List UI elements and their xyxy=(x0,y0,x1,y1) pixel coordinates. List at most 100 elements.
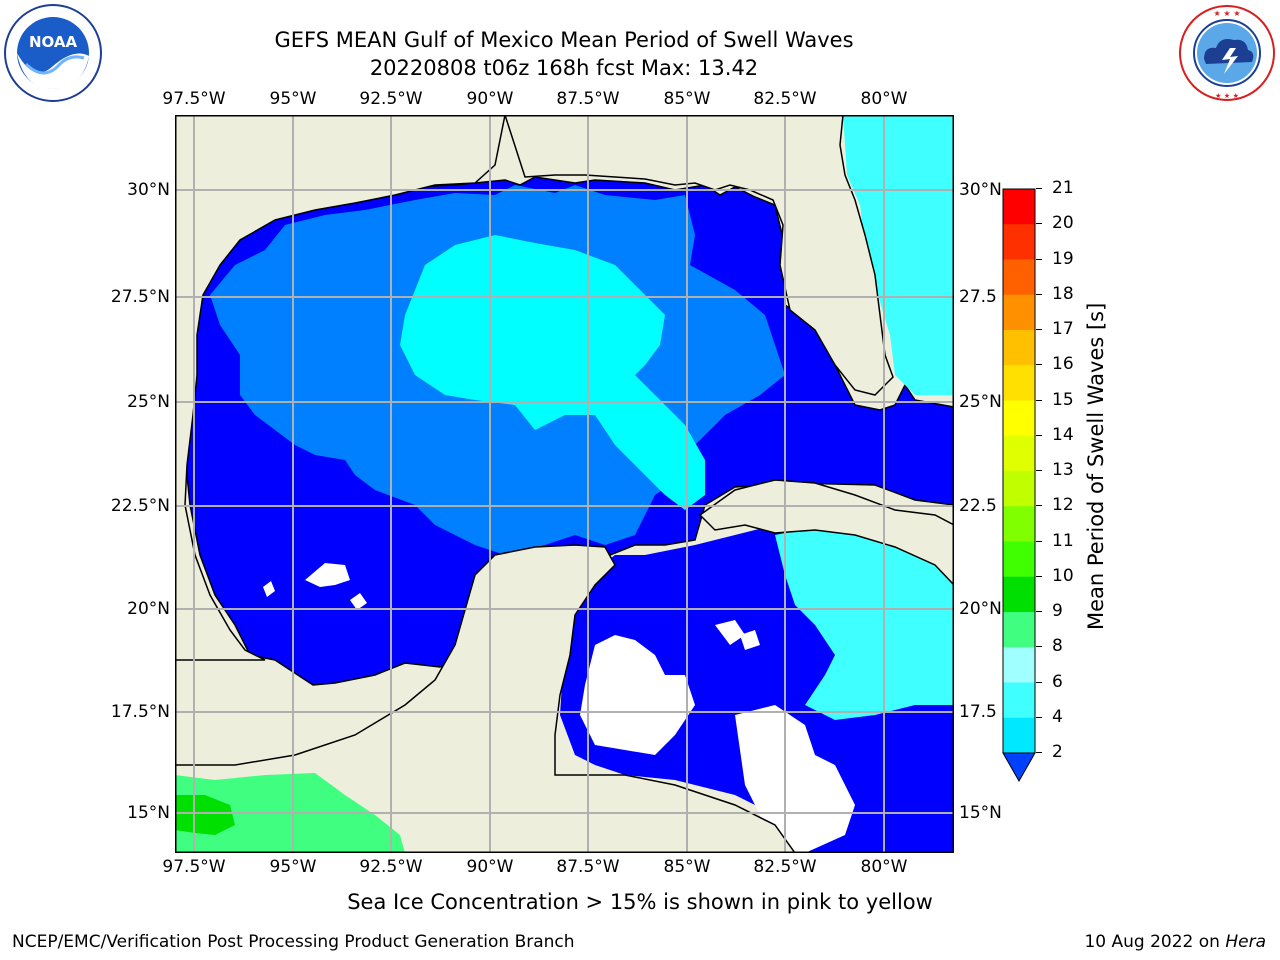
pacific-dark-green-zone xyxy=(175,795,235,835)
colorbar-tick-mark xyxy=(1036,540,1042,542)
colorbar-swatch xyxy=(1003,435,1035,472)
colorbar-tick-mark xyxy=(1036,752,1042,753)
lat-label: 17.5 xyxy=(959,702,997,722)
lon-label: 97.5°W xyxy=(162,89,226,109)
colorbar-tick-label: 13 xyxy=(1052,460,1074,480)
colorbar-tick-mark xyxy=(1036,329,1042,330)
colorbar-tick-label: 9 xyxy=(1052,601,1063,621)
colorbar-tick-label: 16 xyxy=(1052,354,1074,375)
colorbar-swatch xyxy=(1003,471,1035,507)
noaa-logo: NOAA xyxy=(4,4,102,102)
colorbar-tick-mark xyxy=(1036,505,1042,507)
map-title: GEFS MEAN Gulf of Mexico Mean Period of … xyxy=(274,28,854,52)
atlantic-cyan-zone xyxy=(843,115,954,395)
colorbar-swatch xyxy=(1003,330,1035,366)
colorbar-swatch xyxy=(1003,647,1035,683)
lat-label: 30°N xyxy=(959,180,1002,200)
no-data-patches xyxy=(263,563,855,853)
lon-label: 90°W xyxy=(466,89,514,109)
colorbar-swatch xyxy=(1003,365,1035,401)
colorbar-tick-mark xyxy=(1036,258,1042,260)
lat-label: 17.5°N xyxy=(110,702,170,722)
footer-date: 10 Aug 2022 on Hera xyxy=(1084,932,1266,952)
lat-label: 15°N xyxy=(959,803,1002,823)
colorbar-tick-label: 17 xyxy=(1052,319,1074,339)
colorbar-swatch xyxy=(1003,682,1035,719)
lon-label: 95°W xyxy=(269,857,317,877)
colorbar-tick-mark xyxy=(1036,188,1042,189)
colorbar-tick-mark xyxy=(1036,716,1042,718)
colorbar-swatch xyxy=(1003,224,1035,260)
lon-label: 85°W xyxy=(663,89,711,109)
colorbar-swatch xyxy=(1003,400,1035,437)
footer-branch: NCEP/EMC/Verification Post Processing Pr… xyxy=(12,932,575,952)
colorbar-tick-label: 6 xyxy=(1052,671,1063,692)
colorbar-swatch xyxy=(1003,576,1035,613)
colorbar-tick-label: 10 xyxy=(1052,565,1074,586)
graticule xyxy=(175,115,954,853)
colorbar-swatch xyxy=(1003,506,1035,542)
colorbar-tick-label: 11 xyxy=(1052,530,1074,551)
colorbar-tick-label: 12 xyxy=(1052,495,1074,516)
colorbar-swatches xyxy=(1002,188,1036,783)
lat-label: 22.5°N xyxy=(110,496,170,516)
colorbar-tick-mark xyxy=(1036,575,1042,577)
colorbar-tick-mark xyxy=(1036,399,1042,401)
mexico-west-coast xyxy=(174,114,506,661)
colorbar-tick-mark xyxy=(1036,223,1042,225)
lat-label: 20°N xyxy=(127,599,170,619)
lat-label: 27.5 xyxy=(959,287,997,307)
lon-label: 95°W xyxy=(269,89,317,109)
caribbean-cyan-zone xyxy=(775,525,954,720)
lat-label: 20°N xyxy=(959,599,1002,619)
colorbar-tick-label: 19 xyxy=(1052,248,1074,269)
lon-label: 87.5°W xyxy=(556,857,620,877)
lat-label: 22.5 xyxy=(959,496,997,516)
colorbar-tick-mark xyxy=(1036,470,1042,471)
lon-label: 80°W xyxy=(860,857,908,877)
lat-label: 25°N xyxy=(127,392,170,412)
lat-label: 25°N xyxy=(959,392,1002,412)
lat-label: 15°N xyxy=(127,803,170,823)
sea-ice-note: Sea Ice Concentration > 15% is shown in … xyxy=(347,890,933,914)
nws-logo: ★ ★ ★ ★ ★ ★ xyxy=(1178,4,1276,102)
lon-label: 87.5°W xyxy=(556,89,620,109)
colorbar-tick-mark xyxy=(1036,434,1042,436)
swell-period-map xyxy=(174,114,955,854)
colorbar-swatch xyxy=(1003,541,1035,578)
svg-text:★ ★ ★: ★ ★ ★ xyxy=(1213,9,1240,18)
colorbar-tick-label: 14 xyxy=(1052,424,1074,445)
lon-label: 80°W xyxy=(860,89,908,109)
colorbar-swatch xyxy=(1003,189,1035,225)
lon-label: 92.5°W xyxy=(359,89,423,109)
colorbar-swatch xyxy=(1003,612,1035,648)
noaa-logo-text: NOAA xyxy=(29,33,78,51)
colorbar-tick-mark xyxy=(1036,681,1042,683)
colorbar-swatch xyxy=(1003,294,1035,331)
lat-label: 27.5°N xyxy=(110,287,170,307)
lon-label: 90°W xyxy=(466,857,514,877)
lon-label: 92.5°W xyxy=(359,857,423,877)
colorbar-tick-label: 18 xyxy=(1052,283,1074,304)
yucatan-peninsula xyxy=(174,544,797,854)
colorbar-frame xyxy=(1002,188,1036,754)
map-panel xyxy=(174,114,955,854)
us-gulf-coast xyxy=(503,114,894,396)
colorbar-swatch xyxy=(1003,717,1035,754)
footer-host: Hera xyxy=(1225,932,1266,952)
lon-label: 82.5°W xyxy=(753,89,817,109)
footer-date-text: 10 Aug 2022 on xyxy=(1084,932,1226,952)
colorbar-tick-label: 4 xyxy=(1052,706,1063,727)
colorbar-tick-mark xyxy=(1036,293,1042,295)
lat-label: 30°N xyxy=(127,180,170,200)
gulf-cyan-zone xyxy=(400,235,705,510)
lon-label: 85°W xyxy=(663,857,711,877)
map-frame xyxy=(175,115,954,853)
colorbar-tick-label: 2 xyxy=(1052,742,1063,762)
colorbar-tick-mark xyxy=(1036,611,1042,612)
lon-label: 82.5°W xyxy=(753,857,817,877)
colorbar-extend-arrow xyxy=(1002,752,1036,783)
colorbar-tick-label: 8 xyxy=(1052,636,1063,657)
svg-text:★ ★ ★: ★ ★ ★ xyxy=(1215,92,1239,100)
colorbar-tick-label: 21 xyxy=(1052,178,1074,198)
